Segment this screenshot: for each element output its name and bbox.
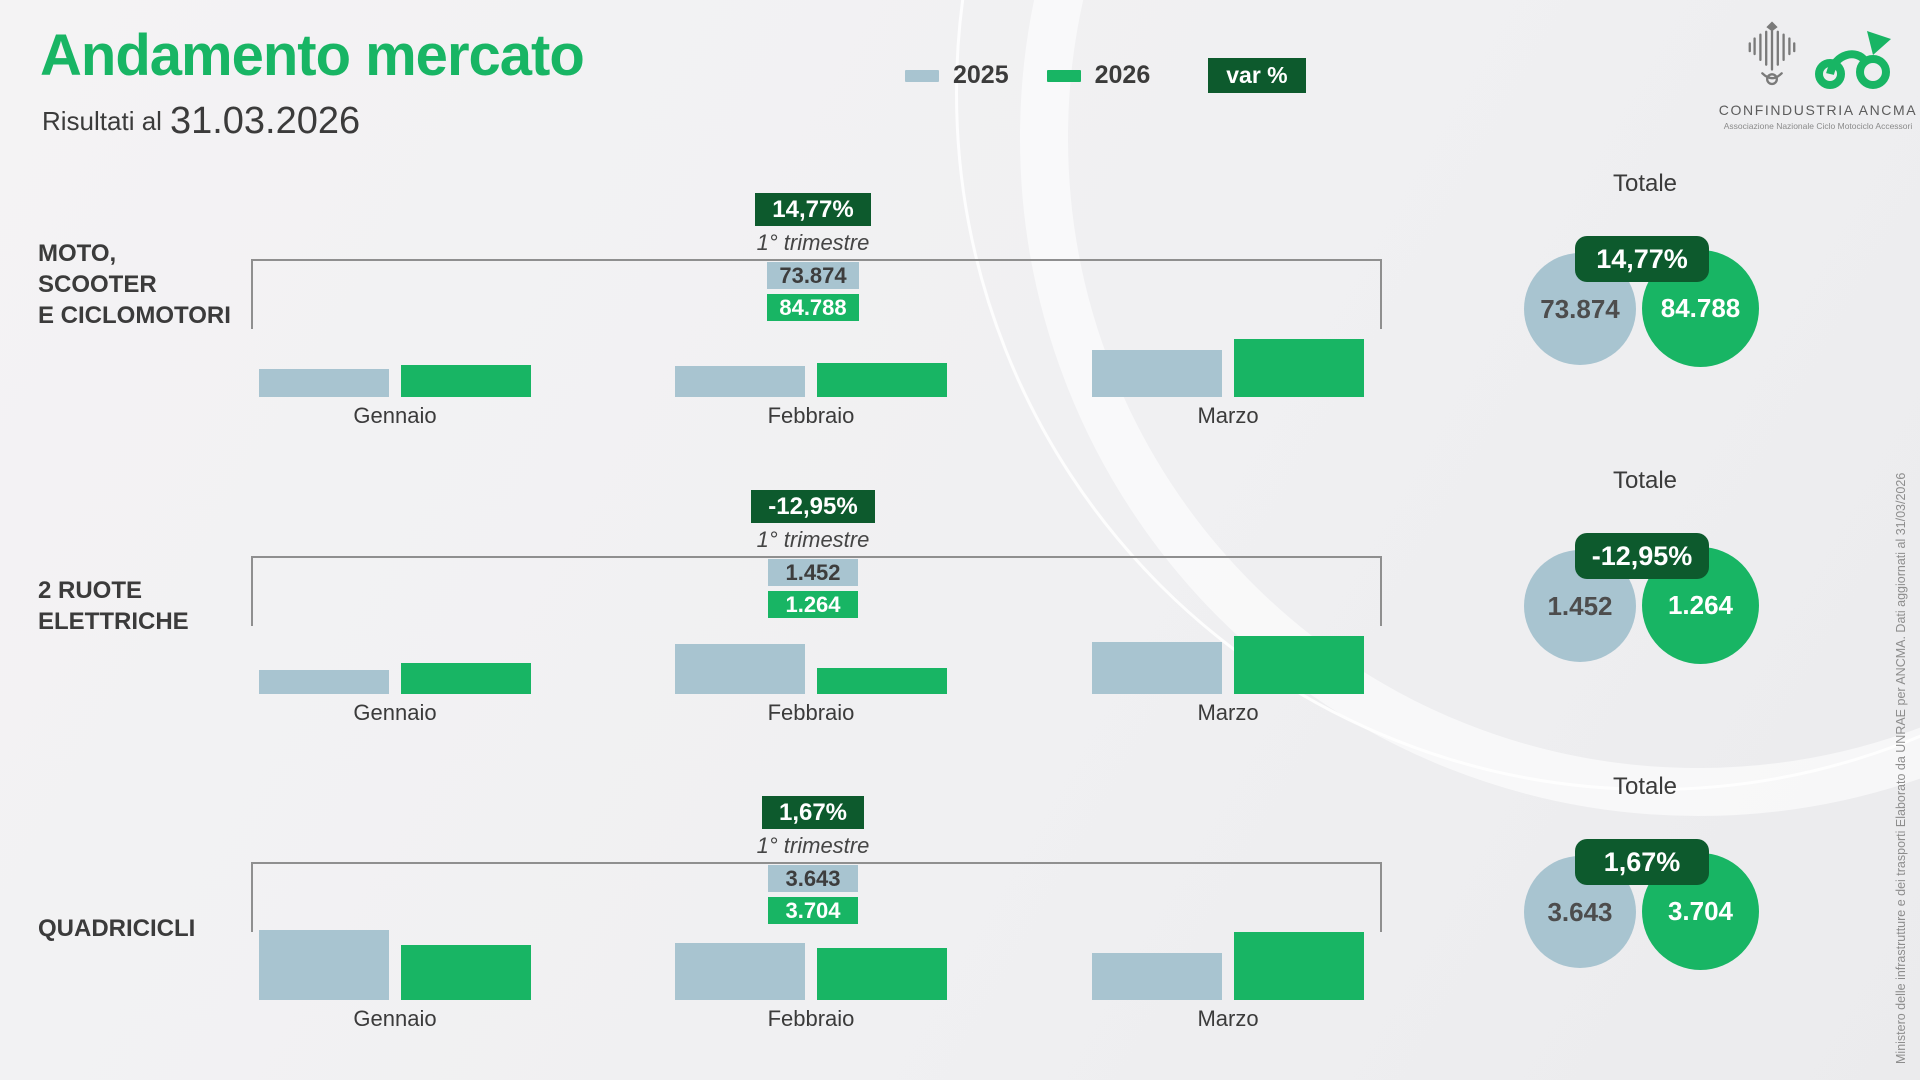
bar-2025: [675, 644, 805, 694]
quarter-total-2026: 84.788: [767, 294, 859, 321]
month-label: Febbraio: [767, 403, 855, 428]
bar-2025: [1092, 350, 1222, 397]
bar-2025: [1092, 953, 1222, 1000]
month-group-febbraio: [675, 925, 947, 1000]
var-percent-badge: -12,95%: [751, 490, 875, 523]
quarter-bracket: [251, 259, 1382, 329]
quarter-summary: 14,77% 1° trimestre 73.874 84.788: [663, 193, 963, 321]
quarter-total-2026: 3.704: [768, 897, 858, 924]
month-label: Marzo: [1197, 1006, 1259, 1031]
legend-swatch-2026: [1046, 69, 1081, 82]
var-percent-badge: 1,67%: [761, 796, 865, 829]
month-label: Marzo: [1197, 700, 1259, 725]
section-label: 2 RUOTE ELETTRICHE: [38, 575, 189, 637]
logo-org-name: CONFINDUSTRIA ANCMA: [1718, 102, 1918, 118]
confindustria-eagle-icon: [1743, 19, 1801, 96]
legend: 2025 2026 var %: [905, 58, 1306, 93]
bar-2026: [1234, 636, 1364, 694]
period-label: 1° trimestre: [756, 230, 870, 255]
totale-heading: Totale: [1612, 170, 1678, 197]
totale-block: Totale 1.452 1.264 -12,95%: [1490, 297, 1820, 717]
section-moto-scooter-ciclomotori: MOTO, SCOOTER E CICLOMOTORI 14,77% 1° tr…: [0, 0, 1920, 440]
totale-block: Totale 3.643 3.704 1,67%: [1490, 603, 1820, 1023]
var-percent-badge: 14,77%: [755, 193, 871, 226]
section-label: QUADRICICLI: [38, 913, 195, 944]
bar-2025: [259, 670, 389, 694]
bar-2026: [817, 668, 947, 694]
section-label-line: MOTO,: [38, 240, 117, 267]
month-group-gennaio: [259, 322, 531, 397]
page-title: Andamento mercato: [40, 23, 585, 88]
bar-2025: [259, 930, 389, 1000]
bar-2025: [675, 943, 805, 1000]
period-label: 1° trimestre: [756, 833, 870, 858]
quarter-total-2026: 1.264: [768, 591, 858, 618]
quarter-bracket: [251, 862, 1382, 932]
legend-label-2025: 2025: [953, 61, 1009, 89]
totale-block: Totale 73.874 84.788 14,77%: [1490, 0, 1820, 420]
bar-2026: [1234, 339, 1364, 397]
month-group-febbraio: [675, 619, 947, 694]
bar-2026: [817, 363, 947, 397]
source-note: Ministero delle infrastrutture e dei tra…: [1894, 472, 1908, 1064]
page-subtitle: Risultati al 31.03.2026: [42, 100, 360, 143]
month-label: Gennaio: [353, 700, 437, 725]
bar-2026: [817, 948, 947, 1000]
logo-tagline: Associazione Nazionale Ciclo Motociclo A…: [1723, 121, 1913, 131]
totale-var-badge: 1,67%: [1575, 839, 1709, 885]
month-group-marzo: [1092, 619, 1364, 694]
quarter-total-2025: 73.874: [767, 262, 859, 289]
logo-icons: [1712, 20, 1920, 96]
legend-var-chip: var %: [1208, 58, 1306, 93]
bar-2025: [259, 369, 389, 397]
month-group-febbraio: [675, 322, 947, 397]
month-label: Marzo: [1197, 403, 1259, 428]
section-label-line: E CICLOMOTORI: [38, 302, 231, 329]
bar-2026: [401, 365, 531, 397]
legend-label-2026: 2026: [1094, 61, 1151, 89]
totale-heading: Totale: [1612, 467, 1678, 494]
month-label: Gennaio: [353, 1006, 437, 1031]
month-label: Gennaio: [353, 403, 437, 428]
month-label: Febbraio: [767, 700, 855, 725]
section-label-line: 2 RUOTE: [38, 577, 143, 604]
subtitle-prefix: Risultati al: [42, 106, 162, 136]
quarter-bracket: [251, 556, 1382, 626]
section-label: MOTO, SCOOTER E CICLOMOTORI: [38, 238, 231, 331]
subtitle-date: 31.03.2026: [169, 100, 361, 142]
bar-2026: [401, 945, 531, 1000]
month-group-marzo: [1092, 925, 1364, 1000]
period-label: 1° trimestre: [756, 527, 870, 552]
month-group-gennaio: [259, 925, 531, 1000]
section-label-line: ELETTRICHE: [38, 608, 189, 635]
month-group-marzo: [1092, 322, 1364, 397]
quarter-total-2025: 1.452: [768, 559, 858, 586]
ancma-cycle-icon: [1815, 29, 1893, 96]
section-quadricicli: QUADRICICLI 1,67% 1° trimestre 3.643 3.7…: [0, 603, 1920, 1043]
totale-heading: Totale: [1612, 773, 1678, 800]
section-label-line: SCOOTER: [38, 271, 157, 298]
totale-var-badge: 14,77%: [1575, 236, 1709, 282]
bar-2025: [1092, 642, 1222, 694]
bar-2026: [1234, 932, 1364, 1000]
legend-swatch-2025: [905, 69, 939, 82]
section-2-ruote-elettriche: 2 RUOTE ELETTRICHE -12,95% 1° trimestre …: [0, 297, 1920, 737]
quarter-summary: -12,95% 1° trimestre 1.452 1.264: [663, 490, 963, 618]
bar-2025: [675, 366, 805, 397]
section-label-line: QUADRICICLI: [38, 915, 196, 942]
quarter-total-2025: 3.643: [768, 865, 858, 892]
month-group-gennaio: [259, 619, 531, 694]
bar-2026: [401, 663, 531, 694]
confindustria-ancma-logo: CONFINDUSTRIA ANCMA Associazione Naziona…: [1712, 20, 1920, 131]
totale-var-badge: -12,95%: [1575, 533, 1709, 579]
quarter-summary: 1,67% 1° trimestre 3.643 3.704: [663, 796, 963, 924]
month-label: Febbraio: [767, 1006, 855, 1031]
